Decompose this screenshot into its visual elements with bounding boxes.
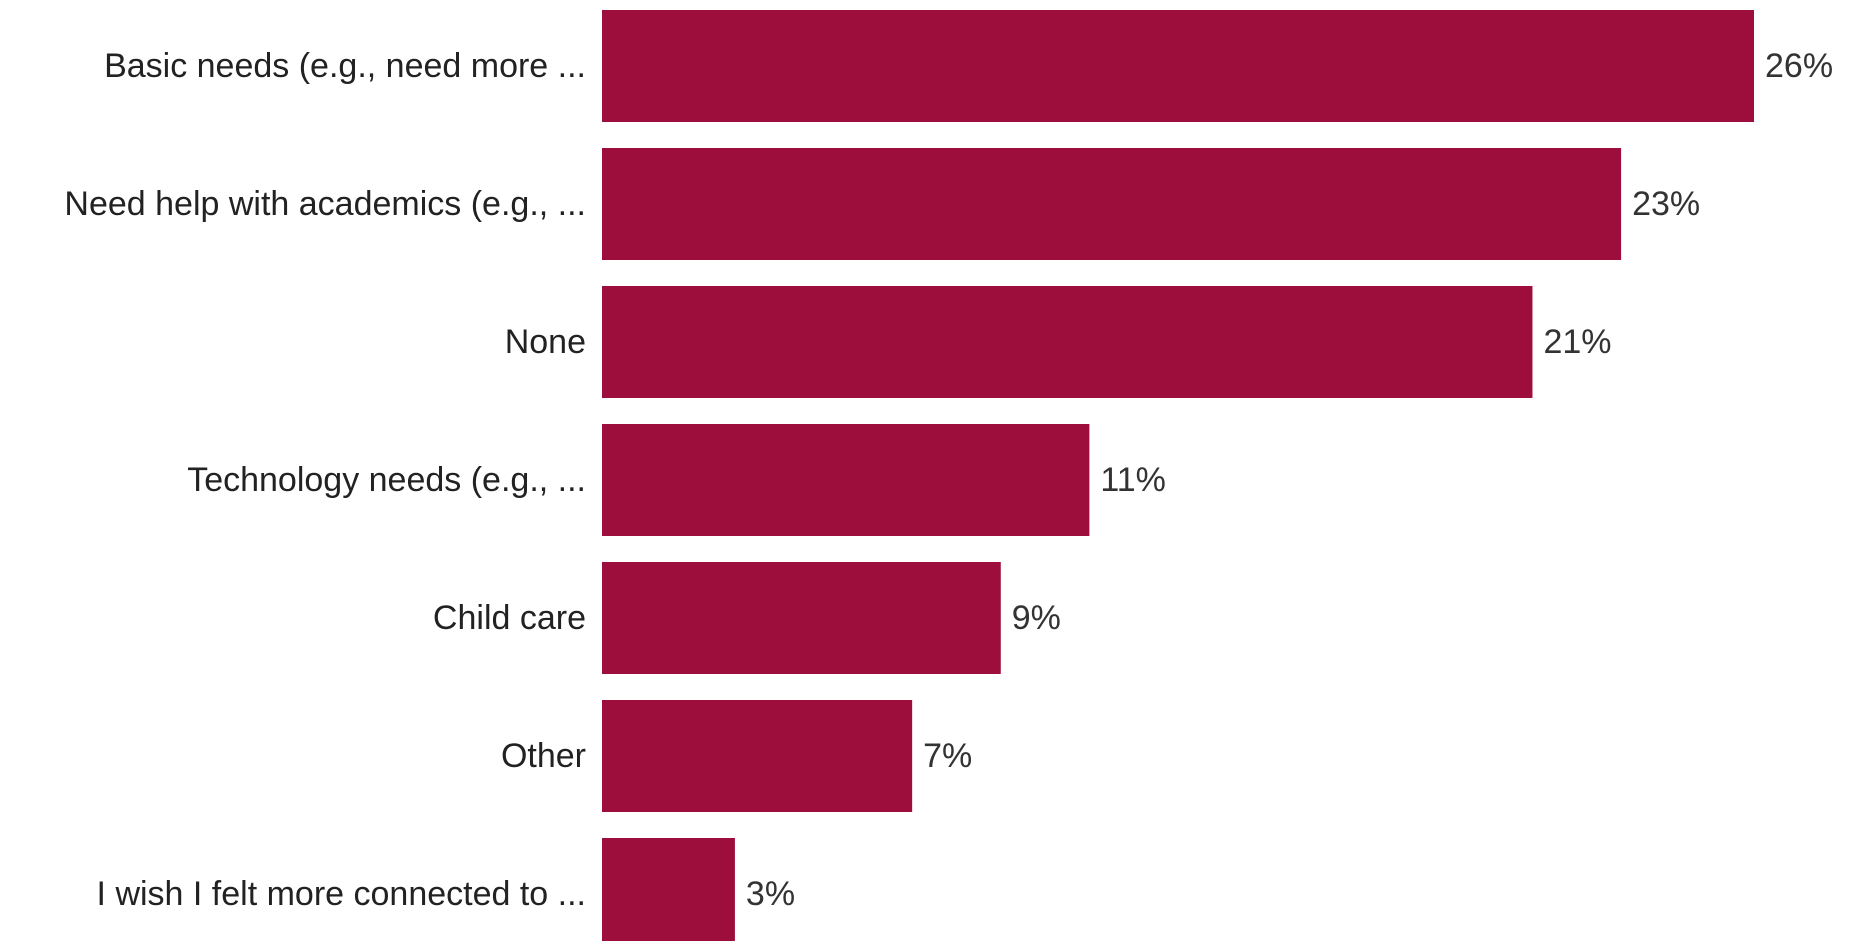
category-label-3: Technology needs (e.g., ...	[187, 461, 586, 499]
value-label-3: 11%	[1100, 461, 1166, 499]
value-label-6: 3%	[746, 875, 795, 913]
category-label-2: None	[505, 323, 586, 361]
bar-2	[602, 286, 1533, 398]
bar-1	[602, 148, 1622, 260]
category-label-6: I wish I felt more connected to ...	[97, 875, 586, 913]
value-label-2: 21%	[1543, 323, 1611, 361]
value-label-4: 9%	[1012, 599, 1061, 637]
bars-layer	[602, 10, 1754, 941]
value-label-0: 26%	[1765, 47, 1833, 85]
bar-0	[602, 10, 1754, 122]
category-labels: Basic needs (e.g., need more ... Need hel…	[64, 47, 586, 913]
bar-3	[602, 424, 1090, 536]
bar-4	[602, 562, 1001, 674]
category-label-4: Child care	[433, 599, 586, 637]
category-label-5: Other	[501, 737, 586, 775]
value-labels: 26% 23% 21% 11% 9% 7% 3%	[746, 47, 1833, 913]
value-label-1: 23%	[1632, 185, 1700, 223]
category-label-1: Need help with academics (e.g., ...	[64, 185, 586, 223]
value-label-5: 7%	[923, 737, 972, 775]
bar-6	[602, 838, 735, 941]
category-label-0: Basic needs (e.g., need more ...	[104, 47, 586, 85]
bar-5	[602, 700, 913, 812]
